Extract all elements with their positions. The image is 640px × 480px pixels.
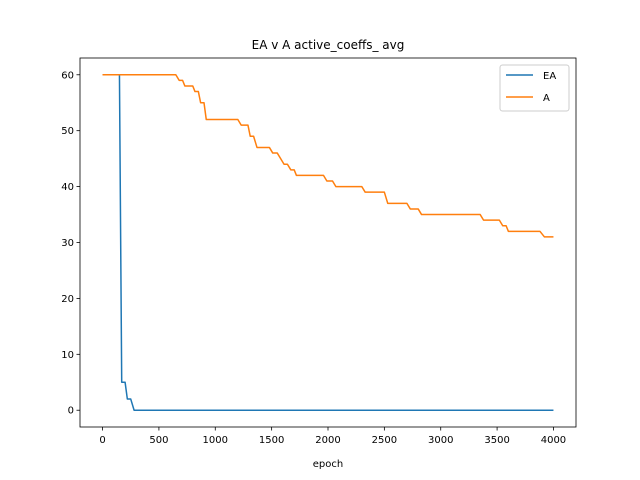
y-tick-label: 60 bbox=[61, 70, 74, 81]
y-tick-label: 10 bbox=[61, 350, 74, 361]
y-tick-label: 40 bbox=[61, 182, 74, 193]
x-tick-label: 2500 bbox=[372, 435, 397, 446]
series-line-a bbox=[102, 74, 554, 238]
y-tick-label: 50 bbox=[61, 126, 74, 137]
x-tick-label: 1000 bbox=[203, 435, 228, 446]
legend-box bbox=[499, 64, 570, 112]
x-tick-label: 4000 bbox=[541, 435, 566, 446]
x-tick-label: 3000 bbox=[428, 435, 453, 446]
x-tick-label: 1500 bbox=[259, 435, 284, 446]
x-tick-label: 3500 bbox=[484, 435, 509, 446]
legend-label-a: A bbox=[543, 93, 550, 104]
legend-label-ea: EA bbox=[543, 71, 556, 82]
x-tick-label: 2000 bbox=[315, 435, 340, 446]
y-tick-label: 30 bbox=[61, 238, 74, 249]
x-tick-label: 0 bbox=[99, 435, 105, 446]
plot-area: 0 500 1000 1500 2000 2500 3000 3500 4000 0 10 20 30 4… bbox=[61, 57, 577, 446]
x-tick-label: 500 bbox=[149, 435, 168, 446]
y-tick-label: 0 bbox=[68, 406, 74, 417]
y-tick-label: 20 bbox=[61, 294, 74, 305]
x-axis-label: epoch bbox=[313, 459, 343, 470]
chart-title: EA v A active_coeffs_ avg bbox=[252, 38, 405, 52]
series-line-ea bbox=[102, 74, 554, 411]
